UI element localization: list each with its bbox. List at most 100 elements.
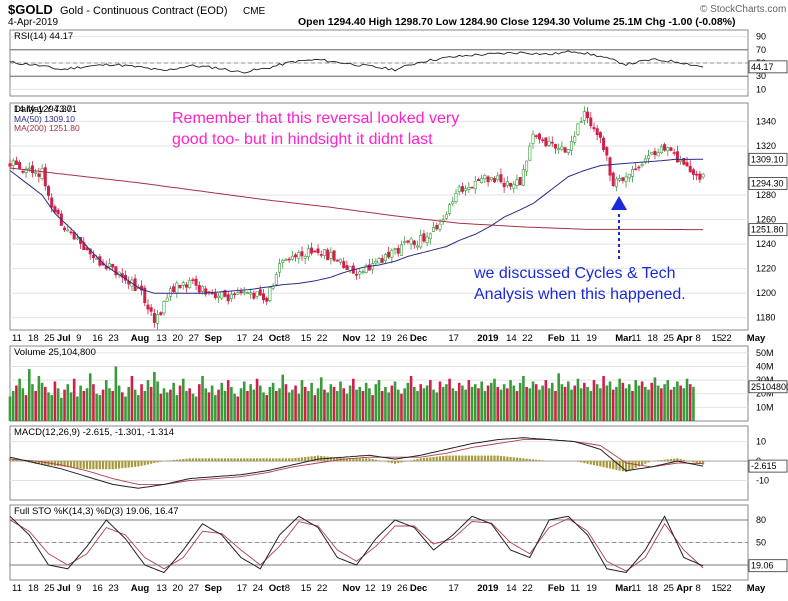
candle-body	[654, 151, 656, 154]
candle-body	[480, 179, 482, 183]
price-x-axis-label: Sep	[205, 333, 223, 344]
candle-body	[522, 170, 524, 186]
price-x-axis-label: 11	[12, 333, 22, 344]
candle-body	[214, 293, 216, 297]
candle-body	[188, 280, 190, 287]
macd-hist-bar	[368, 458, 370, 461]
volume-bar	[285, 384, 288, 421]
candle-body	[670, 148, 672, 151]
sto-x-axis-label: 18	[647, 583, 658, 594]
candle-body	[622, 178, 624, 181]
volume-bar	[192, 394, 195, 421]
price-x-axis-label: 25	[44, 333, 55, 344]
macd-hist-bar	[73, 461, 75, 468]
price-x-axis-label: 13	[156, 333, 167, 344]
macd-hist-bar	[474, 456, 476, 461]
sto-x-axis-label: 15	[301, 583, 312, 594]
price-panel-tick-label: 1180	[756, 313, 775, 323]
candle-body	[262, 294, 264, 300]
volume-bar	[294, 386, 297, 421]
macd-hist-bar	[394, 461, 396, 464]
candle-body	[599, 132, 601, 137]
price-x-axis-label: 27	[188, 333, 199, 344]
candle-body	[291, 256, 293, 259]
candle-body	[375, 262, 377, 264]
macd-hist-bar	[535, 460, 537, 461]
sto-x-axis-label: Feb	[548, 583, 565, 594]
ma200-legend: MA(200) 1251.80	[14, 123, 80, 133]
price-x-axis-label: 11	[631, 333, 641, 344]
macd-hist-bar	[519, 458, 521, 461]
price-x-axis-label: 8	[285, 333, 290, 344]
macd-hist-bar	[673, 459, 675, 461]
candle-body	[464, 189, 466, 191]
price-x-axis-label: 15	[301, 333, 312, 344]
reversal-note-line-2: good too- but in hindsight it didnt last	[172, 129, 459, 150]
macd-hist-bar	[60, 461, 62, 466]
volume-bar	[227, 380, 230, 421]
price-x-axis-label: 19	[586, 333, 597, 344]
volume-bar	[512, 386, 515, 421]
volume-bar	[41, 383, 44, 421]
sto-panel-tick-label: 50	[756, 538, 766, 548]
macd-hist-bar	[144, 461, 146, 465]
volume-bar	[60, 398, 63, 421]
price-panel-tick-label: 1240	[756, 239, 776, 249]
macd-panel-tick-label: 10	[756, 437, 766, 447]
volume-bar	[25, 395, 28, 421]
candle-body	[500, 175, 502, 182]
candle-body	[570, 142, 572, 151]
macd-hist-bar	[420, 458, 422, 461]
candle-body	[686, 162, 688, 166]
candle-body	[298, 253, 300, 259]
candle-body	[487, 177, 489, 182]
sto-x-axis-label: 24	[253, 583, 264, 594]
candle-body	[41, 168, 43, 178]
macd-hist-bar	[304, 457, 306, 461]
volume-bar	[500, 390, 503, 421]
volume-bar	[423, 388, 426, 421]
sto-x-axis-label: Mar	[615, 583, 632, 594]
sto-x-axis-label: 27	[188, 583, 199, 594]
macd-hist-bar	[118, 461, 120, 468]
macd-hist-bar	[452, 456, 454, 461]
volume-bar	[452, 388, 455, 421]
sto-x-axis-label: 25	[44, 583, 55, 594]
volume-bar	[272, 383, 275, 421]
volume-bar	[557, 373, 560, 421]
candle-body	[602, 138, 604, 149]
exchange: CME	[243, 6, 266, 17]
macd-hist-bar	[590, 461, 592, 464]
volume-bar	[538, 390, 541, 421]
macd-hist-bar	[201, 458, 203, 461]
candle-body	[532, 134, 534, 143]
price-x-axis-label: Oct	[269, 333, 286, 344]
volume-bar	[493, 379, 496, 421]
candle-body	[593, 127, 595, 128]
price-x-axis-label: 12	[365, 333, 376, 344]
macd-hist-bar	[246, 458, 248, 461]
volume-bar	[458, 383, 461, 421]
macd-hist-bar	[481, 456, 483, 461]
volume-bar	[246, 391, 249, 421]
price-tag: 14 May Y 73.71	[14, 104, 77, 114]
candle-body	[18, 162, 20, 169]
sto-x-axis-label: 22	[317, 583, 328, 594]
candle-body	[493, 178, 495, 182]
volume-panel-tick-label: 40M	[756, 361, 774, 371]
volume-bar	[99, 395, 102, 421]
macd-hist-bar	[243, 458, 245, 461]
macd-hist-bar	[240, 458, 242, 461]
candle-body	[301, 252, 303, 256]
macd-hist-bar	[102, 461, 104, 469]
macd-hist-bar	[657, 460, 659, 461]
volume-bar	[185, 391, 188, 421]
macd-hist-bar	[538, 460, 540, 461]
volume-bar	[12, 391, 15, 421]
macd-hist-bar	[359, 458, 361, 461]
candle-body	[172, 287, 174, 292]
candle-body	[583, 112, 585, 121]
candle-body	[249, 293, 251, 294]
candle-body	[240, 291, 242, 293]
candle-body	[397, 248, 399, 253]
